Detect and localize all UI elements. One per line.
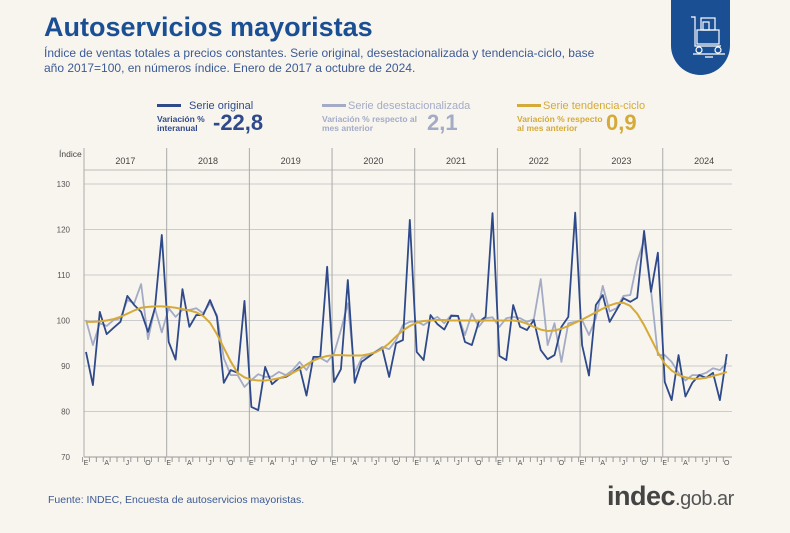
year-label: 2021 bbox=[446, 156, 466, 166]
legend-swatch bbox=[517, 104, 541, 108]
series-line-desestacionalizada bbox=[85, 239, 728, 388]
legend-desc: Variación % respecto al mes anterior bbox=[322, 114, 417, 133]
month-label: J bbox=[539, 460, 543, 467]
month-label: A bbox=[435, 460, 440, 467]
month-label: O bbox=[476, 460, 482, 467]
source-note: Fuente: INDEC, Encuesta de autoservicios… bbox=[48, 494, 305, 506]
month-label: J bbox=[374, 460, 378, 467]
y-tick-label: 130 bbox=[57, 180, 71, 189]
year-label: 2017 bbox=[115, 156, 135, 166]
y-tick-label: 80 bbox=[61, 408, 70, 417]
month-label: J bbox=[126, 460, 130, 467]
y-axis-label: Índice bbox=[59, 149, 82, 159]
logo-main: indec bbox=[607, 481, 676, 511]
month-label: E bbox=[84, 460, 89, 467]
month-label: O bbox=[724, 460, 730, 467]
year-label: 2022 bbox=[529, 156, 549, 166]
year-label: 2023 bbox=[611, 156, 631, 166]
month-label: O bbox=[145, 460, 151, 467]
month-label: A bbox=[683, 460, 688, 467]
y-tick-label: 110 bbox=[57, 271, 70, 280]
y-tick-label: 100 bbox=[57, 317, 71, 326]
page-title: Autoservicios mayoristas bbox=[44, 12, 373, 42]
month-label: E bbox=[166, 460, 171, 467]
month-label: E bbox=[662, 460, 667, 467]
year-label: 2020 bbox=[363, 156, 383, 166]
y-tick-label: 120 bbox=[57, 226, 71, 235]
month-label: E bbox=[332, 460, 337, 467]
month-label: J bbox=[622, 460, 626, 467]
page-subtitle: Índice de ventas totales a precios const… bbox=[44, 46, 595, 75]
month-label: E bbox=[249, 460, 254, 467]
year-label: 2019 bbox=[281, 156, 301, 166]
month-label: O bbox=[228, 460, 234, 467]
legend-tendencia: Serie tendencia-ciclo Variación % respec… bbox=[517, 97, 646, 135]
month-label: E bbox=[414, 460, 419, 467]
y-tick-label: 90 bbox=[61, 362, 70, 371]
legend-value: -22,8 bbox=[213, 110, 264, 135]
month-label: A bbox=[187, 460, 192, 467]
month-label: O bbox=[311, 460, 317, 467]
y-tick-label: 70 bbox=[61, 453, 70, 462]
shopping-cart-icon bbox=[671, 0, 730, 75]
month-label: A bbox=[600, 460, 605, 467]
legend-label: Serie tendencia-ciclo bbox=[543, 99, 646, 112]
legend-desestacionalizada: Serie desestacionalizada Variación % res… bbox=[322, 97, 471, 135]
legend-label: Serie desestacionalizada bbox=[348, 99, 471, 112]
legend-desc: Variación % interanual bbox=[157, 114, 205, 133]
month-label: O bbox=[641, 460, 647, 467]
legend-label: Serie original bbox=[189, 99, 254, 112]
indec-logo: indec.gob.ar bbox=[607, 481, 734, 512]
legend-value: 2,1 bbox=[427, 110, 458, 135]
legend-value: 0,9 bbox=[606, 110, 637, 135]
month-label: O bbox=[559, 460, 565, 467]
legend-desc: Variación % respecto al mes anterior bbox=[517, 114, 603, 133]
month-label: A bbox=[270, 460, 275, 467]
series-line-original bbox=[85, 211, 728, 412]
month-label: J bbox=[291, 460, 295, 467]
month-label: J bbox=[208, 460, 212, 467]
month-label: A bbox=[104, 460, 109, 467]
month-label: E bbox=[580, 460, 585, 467]
logo-suffix: .gob.ar bbox=[675, 488, 734, 510]
month-label: E bbox=[497, 460, 502, 467]
legend-swatch bbox=[322, 104, 346, 108]
legend-swatch bbox=[157, 104, 181, 108]
series-line-tendencia-ciclo bbox=[86, 301, 728, 382]
year-label: 2024 bbox=[694, 156, 714, 166]
month-label: J bbox=[456, 460, 460, 467]
legend-original: Serie original Variación % interanual -2… bbox=[157, 97, 263, 135]
month-label: A bbox=[352, 460, 357, 467]
year-label: 2018 bbox=[198, 156, 218, 166]
month-label: J bbox=[704, 460, 708, 467]
month-label: O bbox=[393, 460, 399, 467]
month-label: A bbox=[518, 460, 523, 467]
